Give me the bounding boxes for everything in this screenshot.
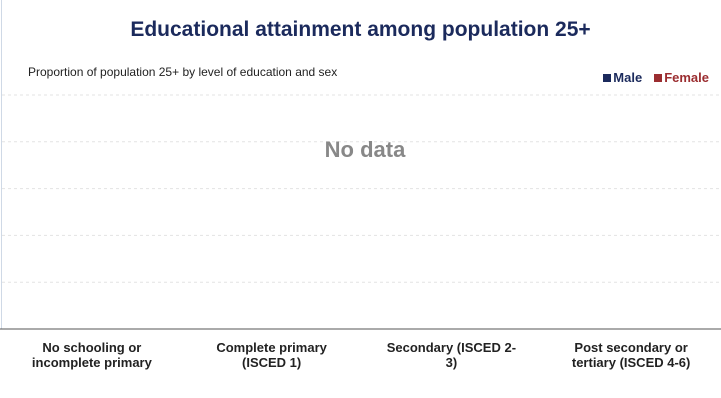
annotation: No data [324,137,406,162]
x-tick-label: No schooling or incomplete primary [31,340,152,370]
legend-item: Male [603,70,642,85]
x-tick-label: Post secondary or tertiary (ISCED 4-6) [571,340,691,370]
legend-swatch [654,73,663,82]
x-tick-label: Complete primary (ISCED 1) [216,340,327,370]
legend-label: Male [613,70,643,85]
chart-subtitle: Proportion of population 25+ by level of… [28,65,338,79]
legend-swatch [603,73,612,82]
chart-title: Educational attainment among population … [130,18,591,41]
legend-label: Female [664,70,709,85]
x-tick-label: Secondary (ISCED 2-3) [386,340,517,370]
legend: Male Female [603,70,709,85]
legend-item: Female [654,70,709,85]
